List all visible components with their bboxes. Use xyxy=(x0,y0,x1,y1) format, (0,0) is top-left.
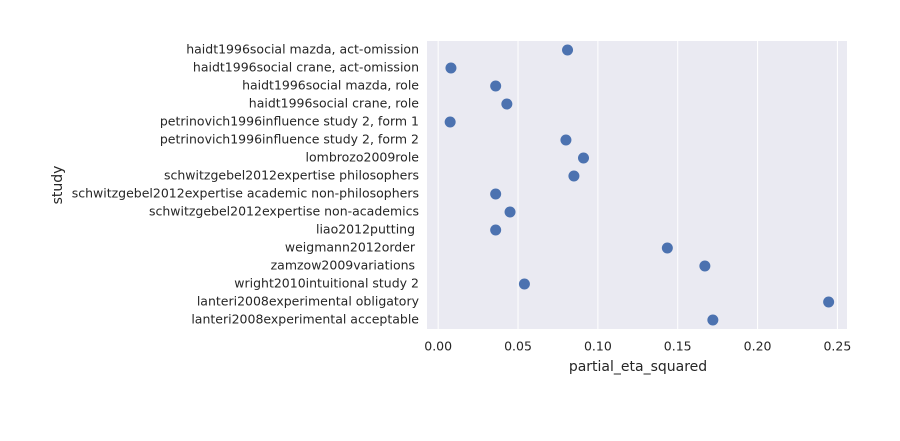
y-tick-label: schwitzgebel2012expertise non-academics xyxy=(149,204,419,219)
y-tick-label: lombrozo2009role xyxy=(306,150,420,165)
y-tick-label: haidt1996social crane, role xyxy=(249,96,420,111)
y-tick-label: lanteri2008experimental acceptable xyxy=(191,312,419,327)
y-tick-label: lanteri2008experimental obligatory xyxy=(197,294,420,309)
x-tick-label: 0.10 xyxy=(584,339,612,354)
point xyxy=(444,116,456,128)
y-tick-label: schwitzgebel2012expertise philosophers xyxy=(164,168,419,183)
point xyxy=(578,152,590,164)
point xyxy=(562,44,574,56)
x-tick-label: 0.00 xyxy=(424,339,452,354)
y-tick-label: petrinovich1996influence study 2, form 1 xyxy=(160,114,419,129)
x-tick-label: 0.25 xyxy=(823,339,851,354)
y-tick-label: liao2012putting xyxy=(316,222,419,237)
y-tick-label: petrinovich1996influence study 2, form 2 xyxy=(160,132,419,147)
point xyxy=(490,224,502,236)
point xyxy=(707,314,719,326)
point xyxy=(823,296,835,308)
y-tick-label: haidt1996social mazda, act-omission xyxy=(186,42,419,57)
point xyxy=(661,242,673,254)
x-tick-label: 0.15 xyxy=(664,339,692,354)
x-tick-label: 0.20 xyxy=(744,339,772,354)
point xyxy=(518,278,530,290)
y-tick-label: wright2010intuitional study 2 xyxy=(234,276,419,291)
point xyxy=(699,260,711,272)
y-axis-label: study xyxy=(50,166,66,205)
y-tick-label: weigmann2012order xyxy=(285,240,419,255)
point xyxy=(445,62,457,74)
y-tick-label: schwitzgebel2012expertise academic non-p… xyxy=(72,186,419,201)
x-tick-label: 0.05 xyxy=(504,339,532,354)
y-tick-label: haidt1996social mazda, role xyxy=(242,78,419,93)
point xyxy=(560,134,572,146)
y-tick-label: haidt1996social crane, act-omission xyxy=(193,60,419,75)
point xyxy=(568,170,580,182)
y-tick-label: zamzow2009variations xyxy=(271,258,419,273)
point xyxy=(501,98,513,110)
x-axis-label: partial_eta_squared xyxy=(569,359,707,375)
point xyxy=(504,206,516,218)
point xyxy=(490,188,502,200)
point xyxy=(490,80,502,92)
plot-area xyxy=(427,41,847,329)
